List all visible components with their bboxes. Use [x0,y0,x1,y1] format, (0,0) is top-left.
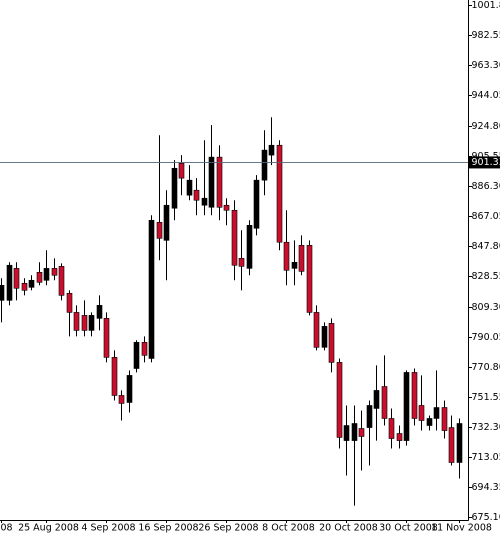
candle-body [456,423,463,463]
candle-body [268,144,275,156]
candle-body [426,418,433,426]
candle-body [388,418,395,439]
x-tick-label: 26 Sep 2008 [198,523,258,534]
candle-body [411,372,418,419]
x-tick-label: 11 Nov 2008 [431,523,492,534]
y-tick-label: 867.05 [472,211,500,222]
candle-body [148,219,155,359]
candle-body [246,224,253,269]
candle-body [306,245,313,313]
candle-body [43,268,50,281]
candle-body [336,362,343,438]
candle-body [133,342,140,369]
candle-body [13,268,20,289]
candle-body [73,312,80,331]
y-tick-label: 713.05 [472,452,500,463]
candle-body [111,357,118,396]
candle-body [298,245,305,272]
candle-body [21,282,28,291]
candle-body [0,285,5,301]
y-tick-label: 828.55 [472,271,500,282]
y-tick-label: 944.05 [472,90,500,101]
x-tick-label: 16 Sep 2008 [138,523,198,534]
y-tick-label: 924.80 [472,121,500,132]
candle-body [231,209,238,266]
candle-body [328,323,335,363]
candle-body [253,179,260,229]
y-tick-label: 963.30 [472,60,500,71]
candle-body [261,149,268,181]
x-tick-label: 4 Sep 2008 [81,523,135,534]
candle-body [141,342,148,356]
candle-body [216,156,223,208]
y-tick-label: 1001.80 [472,0,500,11]
candle-body [156,222,163,239]
x-tick-label: 20 Oct 2008 [319,523,378,534]
candle-body [223,204,230,211]
candle-body [66,292,73,313]
candle-body [81,315,88,331]
candle-body [96,305,103,319]
candle-body [358,428,365,437]
candle-body [103,318,110,358]
candle-body [171,167,178,209]
candle-body [448,427,455,463]
candle-body [418,405,425,421]
candle-body [343,425,350,441]
y-tick-label: 790.05 [472,332,500,343]
y-tick-label: 982.55 [472,30,500,41]
candle-body [36,271,43,283]
candle-body [373,390,380,409]
x-tick-label: 8 Oct 2008 [262,523,315,534]
candle-body [58,266,65,296]
candle-body [126,375,133,403]
candle-body [193,189,200,201]
candle-body [163,204,170,241]
candle-body [351,423,358,441]
y-tick-label: 732.30 [472,422,500,433]
y-tick-label: 809.30 [472,302,500,313]
candle-body [381,386,388,419]
x-tick-label: 25 Aug 2008 [18,523,79,534]
candle-body [208,156,215,208]
x-tick-label: 30 Oct 2008 [379,523,438,534]
candle-body [6,264,13,301]
x-tick-label: 008 [0,523,13,534]
candle-body [201,197,208,206]
y-tick-label: 675.10 [472,512,500,523]
y-tick-label: 770.80 [472,362,500,373]
candle-body [276,144,283,243]
y-tick-label: 694.35 [472,482,500,493]
candle-body [283,241,290,271]
y-tick-label: 886.30 [472,181,500,192]
candle-body [291,261,298,269]
candle-body [51,268,58,276]
candle-body [396,433,403,441]
candle-body [118,395,125,404]
candle-body [238,258,245,267]
candle-body [186,179,193,196]
candle-body [178,162,185,179]
candle-body [433,407,440,419]
candle-body [403,372,410,441]
y-tick-label: 751.55 [472,392,500,403]
y-tick-label: 847.80 [472,241,500,252]
current-price-box [469,156,500,169]
candle-body [441,407,448,431]
candle-body [313,312,320,348]
candle-body [88,315,95,331]
candle-body [366,405,373,428]
current-price-label: 901.33 [472,157,500,168]
candle-body [28,279,35,288]
plot-area [0,117,468,506]
candle-body [321,326,328,348]
